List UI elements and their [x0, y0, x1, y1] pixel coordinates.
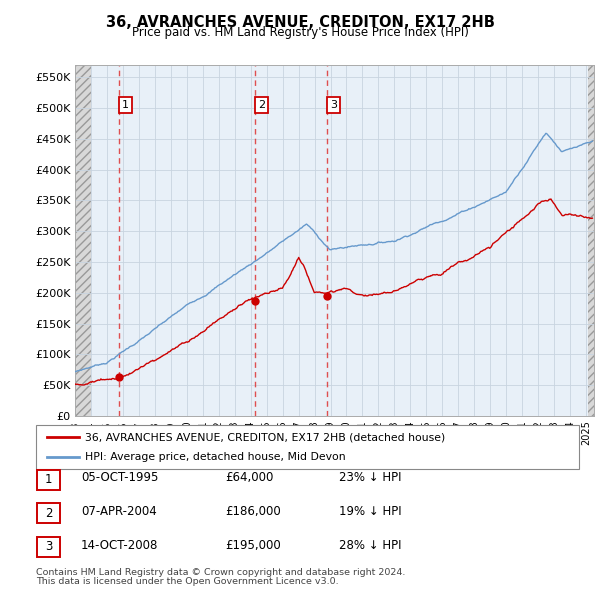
FancyBboxPatch shape	[37, 470, 60, 490]
Text: £186,000: £186,000	[225, 505, 281, 518]
Text: Contains HM Land Registry data © Crown copyright and database right 2024.: Contains HM Land Registry data © Crown c…	[36, 568, 406, 576]
Text: 1: 1	[122, 100, 129, 110]
Text: £64,000: £64,000	[225, 471, 274, 484]
Text: 05-OCT-1995: 05-OCT-1995	[81, 471, 158, 484]
FancyBboxPatch shape	[37, 503, 60, 523]
Text: 2: 2	[45, 507, 52, 520]
Text: 3: 3	[330, 100, 337, 110]
Text: 36, AVRANCHES AVENUE, CREDITON, EX17 2HB (detached house): 36, AVRANCHES AVENUE, CREDITON, EX17 2HB…	[85, 432, 445, 442]
Text: This data is licensed under the Open Government Licence v3.0.: This data is licensed under the Open Gov…	[36, 577, 338, 586]
Text: Price paid vs. HM Land Registry's House Price Index (HPI): Price paid vs. HM Land Registry's House …	[131, 26, 469, 39]
Text: 2: 2	[258, 100, 265, 110]
Text: HPI: Average price, detached house, Mid Devon: HPI: Average price, detached house, Mid …	[85, 452, 346, 461]
FancyBboxPatch shape	[37, 537, 60, 557]
Text: 1: 1	[45, 473, 52, 486]
Text: 36, AVRANCHES AVENUE, CREDITON, EX17 2HB: 36, AVRANCHES AVENUE, CREDITON, EX17 2HB	[106, 15, 494, 30]
Text: 23% ↓ HPI: 23% ↓ HPI	[339, 471, 401, 484]
Text: £195,000: £195,000	[225, 539, 281, 552]
Bar	[587, 65, 594, 416]
Bar	[75, 65, 91, 416]
Text: 3: 3	[45, 540, 52, 553]
FancyBboxPatch shape	[36, 425, 579, 469]
Text: 07-APR-2004: 07-APR-2004	[81, 505, 157, 518]
Text: 28% ↓ HPI: 28% ↓ HPI	[339, 539, 401, 552]
Text: 19% ↓ HPI: 19% ↓ HPI	[339, 505, 401, 518]
Text: 14-OCT-2008: 14-OCT-2008	[81, 539, 158, 552]
